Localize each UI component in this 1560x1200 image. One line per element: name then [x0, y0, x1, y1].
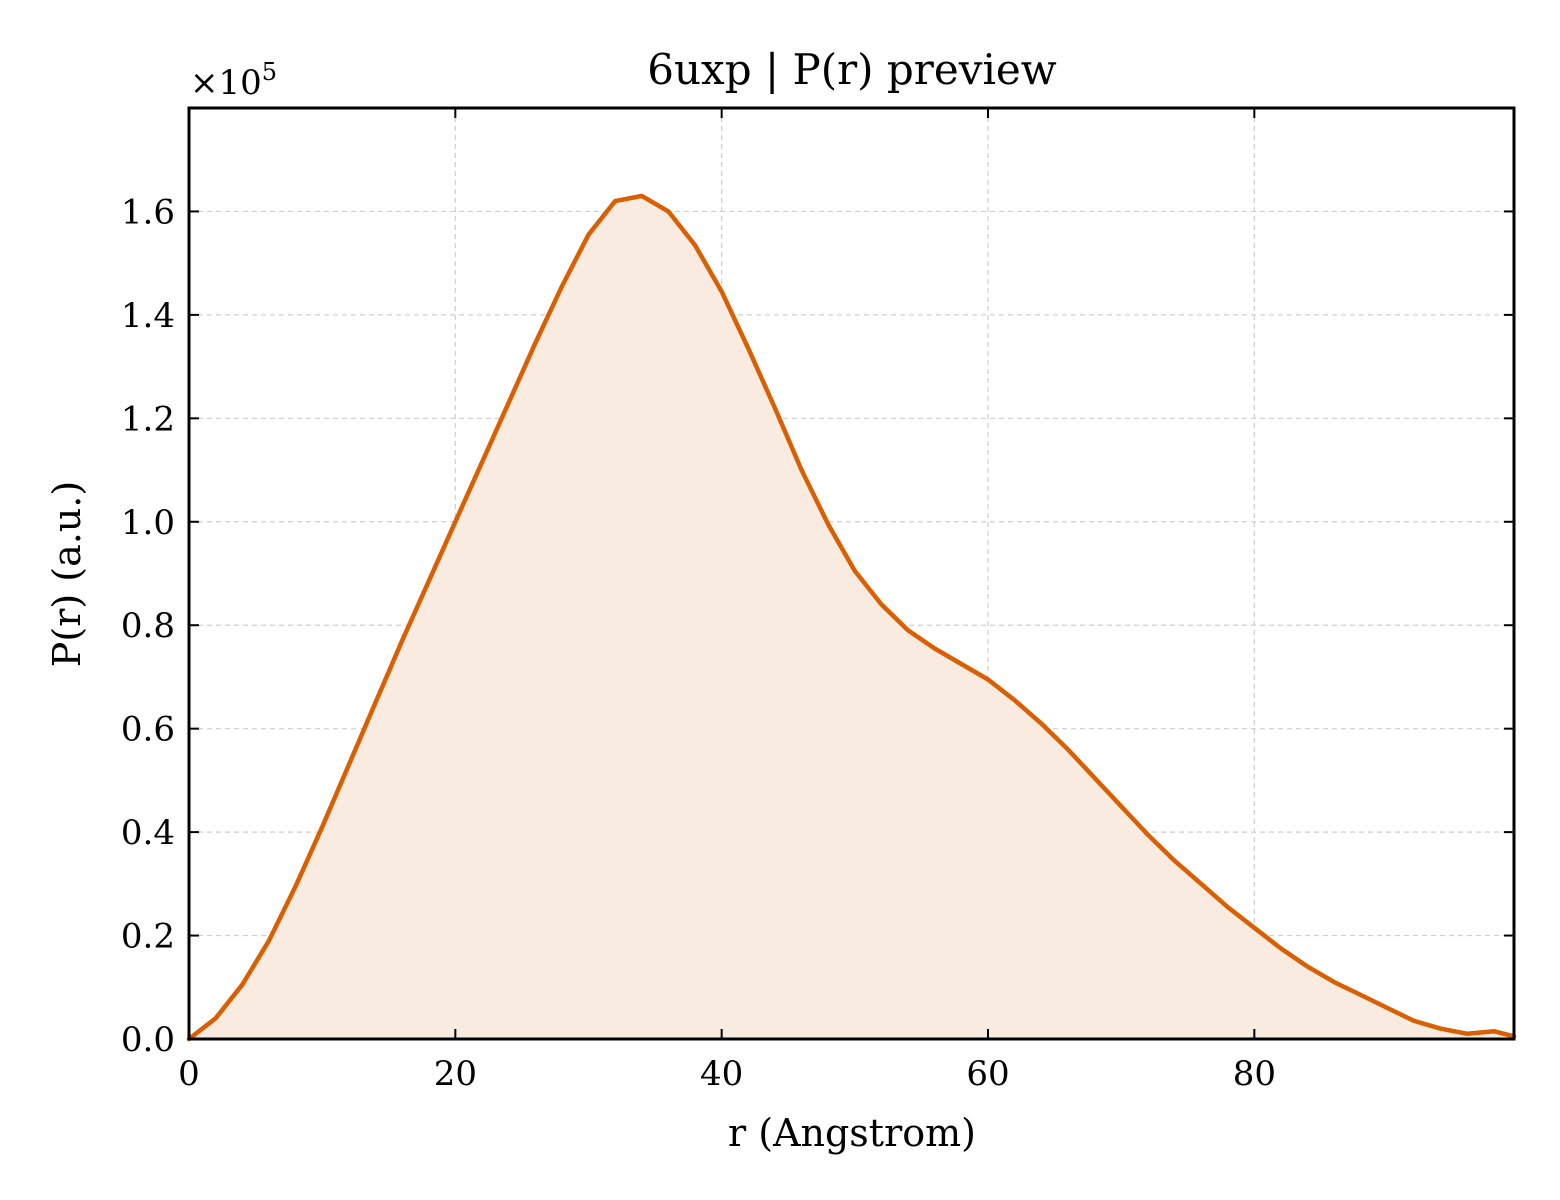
x-tick-label: 20	[434, 1054, 477, 1094]
plot-frame	[187, 106, 1516, 1041]
x-tick-label: 60	[966, 1054, 1009, 1094]
y-tick-label: 0.6	[121, 710, 175, 750]
y-tick-label: 1.4	[121, 296, 175, 336]
x-tick-label: 0	[178, 1054, 200, 1094]
y-tick-label: 1.0	[121, 503, 175, 543]
pr-curve-line	[186, 193, 1517, 1042]
y-tick-label: 1.2	[121, 399, 175, 439]
y-multiplier-exponent: 5	[262, 58, 277, 86]
y-tick-label: 1.6	[121, 192, 175, 232]
y-tick-label: 0.4	[121, 813, 175, 853]
tick-labels: 0 20 40 60 80 0.0 0.2 0.4 0.6 0.8 1.0 1.2 1.4 1.6	[121, 192, 1276, 1094]
y-tick-label: 0.8	[121, 606, 175, 646]
y-multiplier-base: ×10	[190, 63, 262, 103]
x-axis-label: r (Angstrom)	[728, 1111, 976, 1155]
x-tick-label: 80	[1233, 1054, 1276, 1094]
y-multiplier: ×105	[190, 58, 277, 103]
y-tick-label: 0.0	[121, 1020, 175, 1060]
y-axis-label: P(r) (a.u.)	[45, 481, 89, 667]
x-tick-label: 40	[700, 1054, 743, 1094]
pr-area-fill	[189, 195, 1514, 1039]
chart-title: 6uxp | P(r) preview	[647, 45, 1056, 94]
y-tick-label: 0.2	[121, 917, 175, 957]
